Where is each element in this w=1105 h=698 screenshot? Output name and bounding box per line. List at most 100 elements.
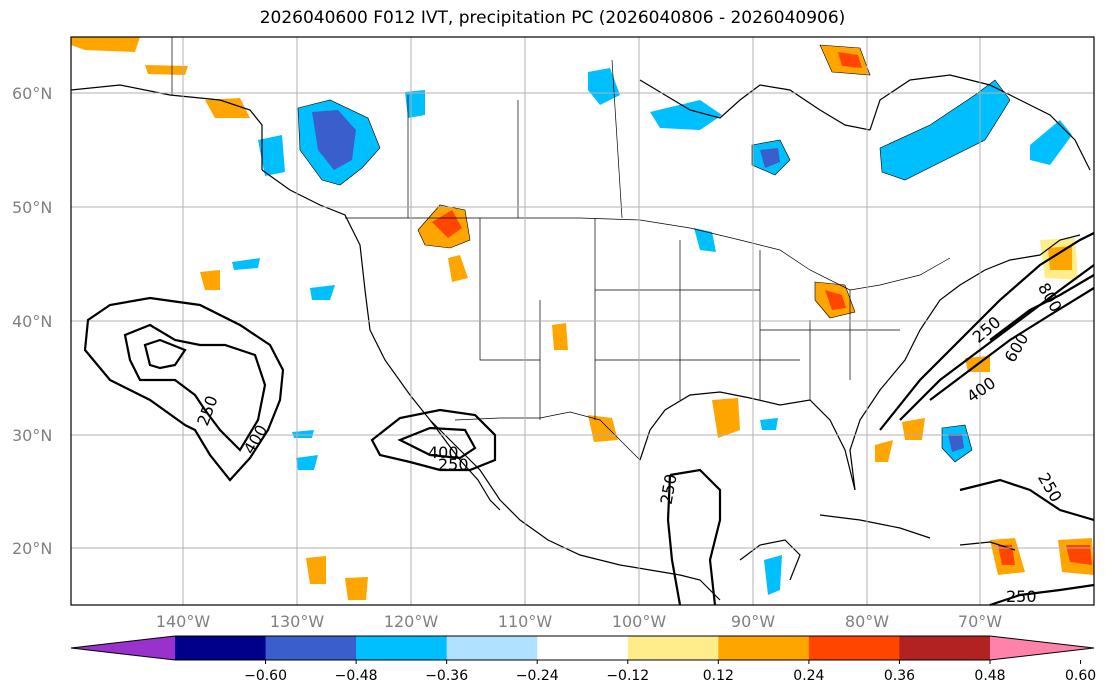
positive-anomaly-idaho <box>448 255 468 282</box>
ivt-contour-pacific-inner <box>143 338 187 370</box>
negative-anomaly-minnesota <box>694 228 716 252</box>
positive-anomaly-ohio-core <box>825 290 846 310</box>
colorbar: −0.60 −0.48 −0.36 −0.24 −0.12 0.12 0.24 0.36 0.4… <box>70 635 1096 684</box>
ivt-contour-atlantic-250 <box>879 232 1095 431</box>
colorbar-segment <box>537 636 629 660</box>
positive-anomaly-colorado <box>552 323 568 350</box>
positive-anomaly-arctic <box>71 37 140 52</box>
positive-anomaly-montana-core <box>432 210 462 238</box>
us-state-1 <box>479 218 540 361</box>
lat-label: 50°N <box>12 198 52 217</box>
positive-anomaly-pacific-c <box>345 577 368 600</box>
colorbar-extend-high <box>990 636 1094 660</box>
colorbar-segment <box>356 636 448 660</box>
latitude-labels: 60°N 50°N 40°N 30°N 20°N <box>12 84 52 558</box>
negative-anomaly-labrador <box>1030 120 1072 165</box>
west-coast <box>261 169 721 601</box>
colorbar-tick-label: 0.12 <box>703 668 734 684</box>
ivt-contour-pacific-250 <box>83 296 285 482</box>
ivt-contour-central-250 <box>666 468 722 606</box>
negative-anomaly-quebec <box>879 79 1011 181</box>
colorbar-tick-label: −0.60 <box>244 668 287 684</box>
negative-anomaly-gulf <box>760 418 778 430</box>
ivt-contour-lower-250 <box>959 478 1095 522</box>
colorbar-extend-low <box>71 636 175 660</box>
lon-label: 140°W <box>156 612 211 631</box>
negative-anomaly-seattle <box>258 135 285 176</box>
colorbar-segment <box>627 636 719 660</box>
colorbar-segment <box>175 636 267 660</box>
negative-anomaly-yucatan <box>764 555 782 595</box>
positive-anomaly-nova-core <box>1048 246 1072 270</box>
lat-label: 30°N <box>12 426 52 445</box>
positive-anomaly-atlantic-b <box>875 440 893 462</box>
negative-anomaly-hudson <box>588 68 620 105</box>
positive-anomaly-louisiana <box>712 398 740 438</box>
canada-internal-3 <box>611 59 623 219</box>
positive-anomaly-arctic-2 <box>145 65 188 75</box>
colorbar-tick-label: −0.48 <box>335 668 378 684</box>
east-coast <box>849 234 1081 491</box>
map-frame <box>70 36 1095 606</box>
lon-label: 70°W <box>958 612 1002 631</box>
lat-label: 40°N <box>12 312 52 331</box>
colorbar-segment <box>265 636 357 660</box>
negative-anomaly-atlantic-inner <box>948 434 964 452</box>
negative-anomaly-pacific-1 <box>232 258 260 270</box>
cuba <box>819 514 931 539</box>
negative-anomaly-bc-core <box>312 110 356 170</box>
contour-label: 400 <box>428 443 459 462</box>
colorbar-tick-label: 0.60 <box>1065 668 1096 684</box>
contour-label: 250 <box>438 455 469 474</box>
lon-label: 80°W <box>845 612 889 631</box>
colorbar-segment <box>899 636 991 660</box>
lon-label: 90°W <box>731 612 775 631</box>
lon-label: 130°W <box>270 612 325 631</box>
ivt-contour-pacific-400 <box>123 323 267 452</box>
ivt-contour-mexico-250 <box>370 408 497 472</box>
graticule <box>71 37 1094 605</box>
positive-anomaly-alaska <box>205 98 250 118</box>
negative-anomaly-pacific-5 <box>405 90 425 118</box>
map-title: 2026040600 F012 IVT, precipitation PC (2… <box>259 8 846 28</box>
positive-anomaly-caribbean-2-core <box>1066 545 1092 565</box>
canada-north-coast <box>70 84 263 170</box>
lat-label: 60°N <box>12 84 52 103</box>
positive-anomaly-pacific-a <box>200 270 220 290</box>
lon-label: 110°W <box>498 612 553 631</box>
positive-anomaly-caribbean-core <box>998 545 1015 565</box>
us-mexico-border <box>454 411 641 461</box>
negative-anomaly-ontario-core <box>760 148 780 168</box>
hispaniola <box>959 541 1016 551</box>
negative-anomaly-pacific-3 <box>296 455 318 470</box>
colorbar-segment <box>446 636 538 660</box>
colorbar-tick-label: 0.48 <box>974 668 1005 684</box>
ivt-contour-atlantic-800 <box>989 274 1095 341</box>
negative-anomaly-manitoba <box>650 100 722 130</box>
ivt-contours <box>83 232 1095 607</box>
colorbar-tick-label: 0.36 <box>884 668 915 684</box>
gulf-coast <box>639 391 856 491</box>
contour-label: 250 <box>1006 587 1037 606</box>
colorbar-tick-label: −0.24 <box>516 668 559 684</box>
precip-anomaly-layer <box>71 37 1094 600</box>
lon-label: 120°W <box>384 612 439 631</box>
ivt-contour-atlantic-600 <box>929 287 1095 401</box>
lon-label: 100°W <box>612 612 667 631</box>
colorbar-tick-label: 0.24 <box>793 668 824 684</box>
positive-anomaly-pacific-b <box>306 556 326 584</box>
ivt-contour-mexico-400 <box>397 426 477 460</box>
positive-anomaly-quebec-core <box>838 52 862 68</box>
ivt-contour-atlantic-400 <box>899 264 1095 421</box>
us-canada-border <box>345 217 951 291</box>
negative-anomaly-pacific-2 <box>310 285 335 300</box>
colorbar-segment <box>718 636 810 660</box>
colorbar-tick-label: −0.12 <box>606 668 649 684</box>
colorbar-segment <box>808 636 900 660</box>
longitude-labels: 140°W 130°W 120°W 110°W 100°W 90°W 80°W … <box>156 612 1002 631</box>
colorbar-outline <box>70 635 1095 661</box>
lat-label: 20°N <box>12 539 52 558</box>
ivt-contour-bottom-250 <box>989 583 1095 607</box>
borders-layer <box>171 37 951 461</box>
